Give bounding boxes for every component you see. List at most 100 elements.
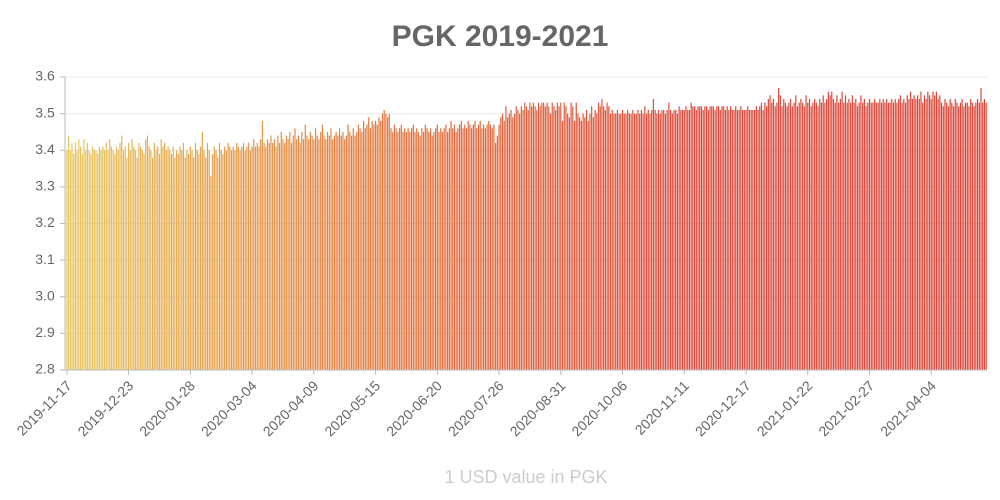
bar xyxy=(337,135,339,370)
bar xyxy=(693,106,696,371)
bar xyxy=(225,150,227,370)
bar xyxy=(899,95,901,370)
bar xyxy=(93,150,95,370)
bar xyxy=(138,142,140,370)
bar xyxy=(189,146,191,370)
bar xyxy=(942,106,944,371)
bar xyxy=(647,109,649,371)
bar xyxy=(512,117,514,370)
bar xyxy=(160,139,162,370)
bar xyxy=(657,109,660,371)
bar xyxy=(635,113,637,370)
bar xyxy=(769,95,771,370)
bar xyxy=(435,128,437,370)
bar xyxy=(440,128,442,370)
bar xyxy=(366,124,368,370)
bar xyxy=(392,131,394,370)
bar xyxy=(824,102,826,370)
bar xyxy=(961,98,963,370)
bar xyxy=(922,102,924,370)
bar xyxy=(923,95,925,370)
bar xyxy=(687,109,689,371)
bar xyxy=(318,139,320,370)
bar xyxy=(222,153,224,370)
bar xyxy=(724,109,727,371)
bar xyxy=(405,131,408,370)
bar xyxy=(361,131,363,370)
bar xyxy=(453,124,456,370)
bar xyxy=(928,95,931,370)
bar xyxy=(239,150,241,370)
bar xyxy=(193,157,195,370)
bar xyxy=(474,120,476,370)
bar xyxy=(781,106,783,371)
bar xyxy=(422,131,425,370)
bar xyxy=(88,150,90,370)
bar xyxy=(121,135,123,370)
bar xyxy=(491,128,493,370)
bar xyxy=(493,124,495,370)
bar xyxy=(164,142,166,370)
bar xyxy=(253,139,255,370)
bar xyxy=(630,113,632,370)
bar xyxy=(591,106,593,371)
x-tick-label: 2021-04-04 xyxy=(877,377,939,439)
bar xyxy=(637,109,639,371)
bar xyxy=(759,106,761,371)
bar xyxy=(155,150,157,370)
bar xyxy=(944,98,946,370)
bar xyxy=(843,102,845,370)
bar xyxy=(472,124,474,370)
bar xyxy=(350,135,353,370)
bar xyxy=(889,102,891,370)
bar xyxy=(707,109,709,371)
bar xyxy=(882,98,884,370)
bar xyxy=(520,106,522,371)
bar xyxy=(258,146,260,370)
bar xyxy=(654,109,656,371)
x-tick-label: 2020-11-11 xyxy=(632,377,693,438)
bar xyxy=(862,102,864,370)
bar xyxy=(428,131,430,370)
bar xyxy=(522,109,524,371)
bar xyxy=(716,106,718,371)
bar xyxy=(407,128,409,370)
bar xyxy=(508,113,510,370)
bar xyxy=(71,142,73,370)
bar xyxy=(850,102,852,370)
bar xyxy=(539,106,541,371)
bar xyxy=(908,98,910,370)
bar xyxy=(220,150,222,370)
bar xyxy=(826,98,828,370)
bar xyxy=(462,128,464,370)
y-tick-label: 3.3 xyxy=(35,178,55,194)
bar xyxy=(865,106,867,371)
bar xyxy=(273,139,275,370)
bar xyxy=(906,95,908,370)
y-tick-label: 3.2 xyxy=(35,214,55,230)
bar xyxy=(754,109,756,371)
x-tick-label: 2021-01-22 xyxy=(754,377,816,439)
bar xyxy=(302,139,305,370)
bar xyxy=(78,139,80,370)
bar xyxy=(459,124,461,370)
bar xyxy=(131,139,133,370)
bar xyxy=(362,120,365,370)
bar xyxy=(681,109,684,371)
bar xyxy=(236,142,238,370)
bar xyxy=(659,113,661,370)
bar xyxy=(261,120,263,370)
bar xyxy=(301,131,303,370)
bar xyxy=(400,124,402,370)
bar xyxy=(479,120,481,370)
bar xyxy=(107,150,109,370)
bar xyxy=(280,131,282,370)
bar xyxy=(774,106,776,371)
bar xyxy=(76,150,78,370)
bar xyxy=(416,128,418,370)
bar xyxy=(510,109,512,371)
bar xyxy=(119,142,121,370)
bar xyxy=(194,142,197,370)
bar xyxy=(335,131,337,370)
